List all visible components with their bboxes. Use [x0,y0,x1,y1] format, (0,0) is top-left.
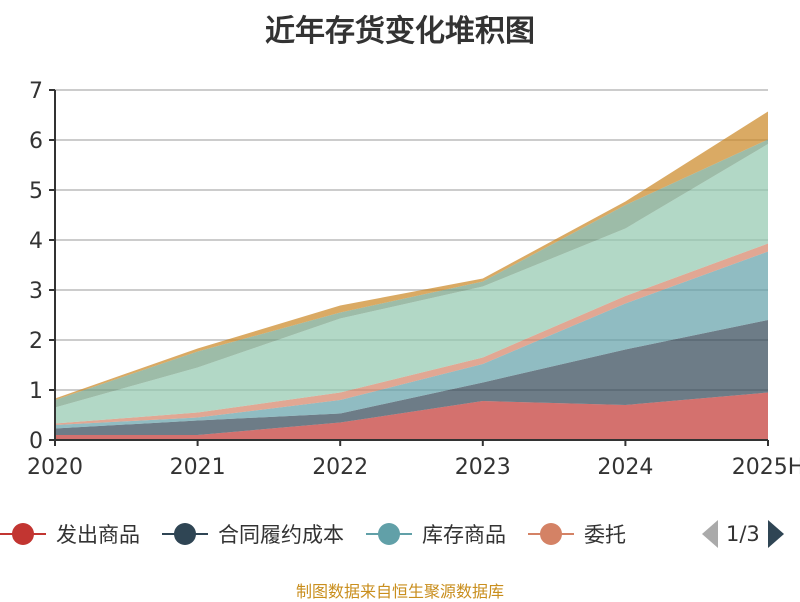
area-series-6 [55,139,768,408]
legend-marker-icon [0,523,46,545]
legend-pager: 1/3 [702,520,784,548]
legend-label: 合同履约成本 [218,523,344,547]
legend-item[interactable]: 委托 [528,519,626,549]
legend-item[interactable]: 合同履约成本 [162,519,344,549]
y-tick-label: 4 [29,229,43,254]
legend-item[interactable]: 库存商品 [366,519,506,549]
chart-title: 近年存货变化堆积图 [265,14,535,49]
y-tick-label: 1 [29,379,43,404]
y-tick-label: 7 [29,79,43,104]
legend-label: 库存商品 [422,523,506,547]
legend: 发出商品 合同履约成本 库存商品 委托 1/3 [0,518,800,550]
legend-item[interactable]: 发出商品 [0,519,140,549]
x-tick-label: 2025H [732,455,800,480]
x-tick-label: 2021 [170,455,226,480]
y-tick-label: 0 [29,429,43,454]
x-tick-label: 2024 [597,455,653,480]
legend-marker-icon [366,523,412,545]
legend-prev-icon[interactable] [702,520,718,548]
legend-label: 委托 [584,523,626,547]
x-tick-label: 2020 [27,455,83,480]
area-series-5 [55,144,768,424]
source-note: 制图数据来自恒生聚源数据库 [295,582,504,601]
area-series-1 [55,392,768,440]
legend-marker-icon [528,523,574,545]
x-tick-label: 2023 [455,455,511,480]
area-series-2 [55,320,768,435]
legend-page-number: 1/3 [726,522,760,546]
y-tick-label: 2 [29,329,43,354]
area-series-3 [55,251,768,429]
y-tick-label: 5 [29,179,43,204]
legend-next-icon[interactable] [767,520,784,548]
legend-marker-icon [162,523,208,545]
y-tick-label: 3 [29,279,43,304]
legend-label: 发出商品 [56,523,140,547]
legend-items: 发出商品 合同履约成本 库存商品 委托 [0,518,686,550]
x-tick-label: 2022 [312,455,368,480]
y-tick-label: 6 [29,129,43,154]
